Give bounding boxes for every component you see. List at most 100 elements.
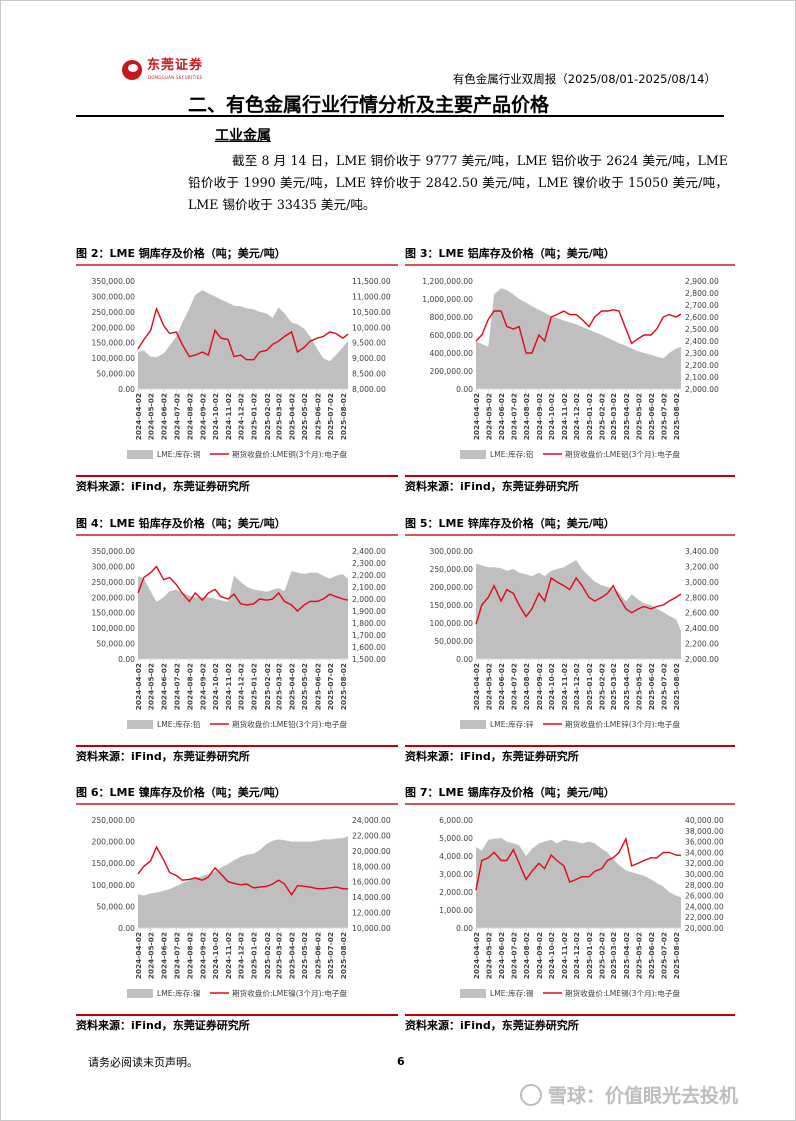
legend: LME:库存:铜 期货收盘价:LME铜(3个月):电子盘 — [127, 449, 347, 459]
y-left-tick-label: 0.00 — [456, 924, 473, 933]
x-tick-label: 2024-09-02 — [198, 663, 207, 710]
x-tick-label: 2024-09-02 — [198, 932, 207, 979]
x-tick-label: 2025-03-02 — [275, 663, 284, 710]
x-tick-label: 2024-11-02 — [224, 663, 233, 710]
y-left-tick-label: 300,000.00 — [92, 292, 136, 301]
figure-title: 图 5：LME 锌库存及价格（吨；美元/吨） — [405, 517, 615, 530]
x-tick-label: 2024-09-02 — [535, 393, 544, 440]
x-tick-label: 2025-01-02 — [585, 932, 594, 979]
title-divider — [405, 534, 735, 536]
legend-price-label: 期货收盘价:LME铝(3个月):电子盘 — [565, 449, 680, 459]
report-title: 有色金属行业双周报（2025/08/01-2025/08/14） — [452, 72, 716, 86]
y-right-tick-label: 2,900.00 — [685, 277, 719, 286]
y-right-tick-label: 2,200.00 — [685, 640, 719, 649]
legend-inventory-label: LME:库存:铅 — [157, 719, 201, 729]
legend-price-label: 期货收盘价:LME铜(3个月):电子盘 — [232, 449, 347, 459]
x-tick-label: 2025-05-02 — [300, 393, 309, 440]
figure-7: 图 7：LME 锡库存及价格（吨；美元/吨） 0.00 1,000.00 2,000.… — [405, 786, 735, 1032]
x-tick-label: 2025-02-02 — [598, 932, 607, 979]
x-tick-label: 2025-08-02 — [339, 393, 348, 440]
inventory-area — [476, 838, 681, 928]
legend-area-swatch — [127, 989, 153, 998]
x-tick-label: 2024-05-02 — [147, 393, 156, 440]
y-left-tick-label: 400,000.00 — [430, 349, 474, 358]
watermark-text: 雪球：价值眼光去投机 — [548, 1085, 739, 1107]
x-tick-label: 2024-06-02 — [497, 663, 506, 710]
x-tick-label: 2024-11-02 — [224, 932, 233, 979]
x-tick-label: 2025-08-02 — [339, 663, 348, 710]
legend: LME:库存:铝 期货收盘价:LME铝(3个月):电子盘 — [460, 449, 680, 459]
legend: LME:库存:锡 期货收盘价:LME锡(3个月):电子盘 — [460, 988, 680, 998]
x-tick-label: 2024-11-02 — [560, 663, 569, 710]
x-tick-label: 2024-07-02 — [509, 932, 518, 979]
x-tick-label: 2024-09-02 — [535, 932, 544, 979]
y-left-tick-label: 1,000,000.00 — [422, 295, 473, 304]
y-left-tick-label: 250,000.00 — [92, 308, 136, 317]
legend-inventory-label: LME:库存:锌 — [490, 719, 534, 729]
x-tick-label: 2025-07-02 — [326, 663, 335, 710]
y-right-tick-label: 8,000.00 — [352, 385, 386, 394]
logo-subtext: DONGGUAN SECURITIES — [148, 75, 203, 80]
figure-title: 图 6：LME 镍库存及价格（吨；美元/吨） — [76, 786, 286, 799]
x-tick-label: 2025-07-02 — [659, 663, 668, 710]
figure-source: 资料来源：iFind，东莞证券研究所 — [76, 480, 250, 493]
y-right-tick-label: 2,400.00 — [685, 337, 719, 346]
legend-price-label: 期货收盘价:LME铅(3个月):电子盘 — [232, 719, 347, 729]
figure-4: 图 4：LME 铅库存及价格（吨；美元/吨） 0.00 50,000.00 100,0… — [76, 517, 398, 763]
y-right-tick-label: 38,000.00 — [685, 827, 724, 836]
x-tick-label: 2025-04-02 — [288, 393, 297, 440]
source-divider — [76, 1014, 398, 1016]
header-divider — [76, 115, 724, 117]
y-left-tick-label: 800,000.00 — [430, 313, 474, 322]
x-tick-label: 2024-10-02 — [211, 932, 220, 979]
x-tick-label: 2025-05-02 — [300, 663, 309, 710]
chart-svg: 0.00 1,000.00 2,000.00 3,000.00 4,000.00 5,00… — [439, 816, 724, 998]
chart-svg: 0.00 50,000.00 100,000.00 150,000.00 200,000… — [92, 277, 391, 459]
figure-source: 资料来源：iFind，东莞证券研究所 — [405, 750, 579, 763]
x-tick-label: 2024-06-02 — [160, 663, 169, 710]
legend-inventory-label: LME:库存:镍 — [157, 988, 201, 998]
y-right-tick-label: 1,600.00 — [352, 643, 386, 652]
y-right-tick-label: 2,100.00 — [685, 373, 719, 382]
y-right-tick-label: 1,800.00 — [352, 619, 386, 628]
y-left-tick-label: 1,200,000.00 — [422, 277, 473, 286]
y-right-tick-label: 2,000.00 — [352, 595, 386, 604]
legend: LME:库存:铅 期货收盘价:LME铅(3个月):电子盘 — [127, 719, 347, 729]
inventory-area — [138, 290, 348, 389]
section-title: 二、有色金属行业行情分析及主要产品价格 — [188, 94, 550, 116]
x-tick-label: 2024-10-02 — [547, 932, 556, 979]
y-right-tick-label: 2,000.00 — [685, 385, 719, 394]
x-tick-label: 2025-02-02 — [598, 663, 607, 710]
y-left-tick-label: 50,000.00 — [96, 902, 135, 911]
price-line — [475, 576, 682, 625]
x-tick-label: 2025-02-02 — [263, 393, 272, 440]
y-right-tick-label: 3,400.00 — [685, 547, 719, 556]
y-right-tick-label: 20,000.00 — [685, 924, 724, 933]
x-tick-label: 2025-03-02 — [275, 932, 284, 979]
y-right-tick-label: 34,000.00 — [685, 848, 724, 857]
y-left-tick-label: 200,000.00 — [92, 838, 136, 847]
y-right-tick-label: 3,000.00 — [685, 578, 719, 587]
y-right-tick-label: 10,000.00 — [352, 323, 391, 332]
x-tick-label: 2024-06-02 — [497, 393, 506, 440]
y-left-tick-label: 0.00 — [118, 655, 135, 664]
chart-svg: 0.00 50,000.00 100,000.00 150,000.00 200,000… — [92, 816, 391, 998]
figure-title: 图 7：LME 锡库存及价格（吨；美元/吨） — [405, 786, 615, 799]
legend-area-swatch — [460, 450, 486, 459]
price-line — [137, 565, 349, 612]
x-tick-label: 2025-06-02 — [313, 663, 322, 710]
x-tick-label: 2025-05-02 — [634, 663, 643, 710]
x-tick-label: 2025-04-02 — [622, 932, 631, 979]
y-left-tick-label: 3,000.00 — [439, 870, 473, 879]
y-left-tick-label: 300,000.00 — [92, 562, 136, 571]
summary-paragraph: 截至 8 月 14 日，LME 铜价收于 9777 美元/吨，LME 铝价收于 … — [188, 153, 728, 212]
y-right-tick-label: 36,000.00 — [685, 838, 724, 847]
legend-inventory-label: LME:库存:锡 — [490, 988, 534, 998]
y-right-tick-label: 2,700.00 — [685, 301, 719, 310]
inventory-area — [138, 836, 348, 928]
y-right-tick-label: 22,000.00 — [685, 913, 724, 922]
y-right-tick-label: 28,000.00 — [685, 881, 724, 890]
x-tick-label: 2024-08-02 — [522, 393, 531, 440]
x-tick-label: 2025-03-02 — [609, 932, 618, 979]
y-left-tick-label: 0.00 — [118, 385, 135, 394]
